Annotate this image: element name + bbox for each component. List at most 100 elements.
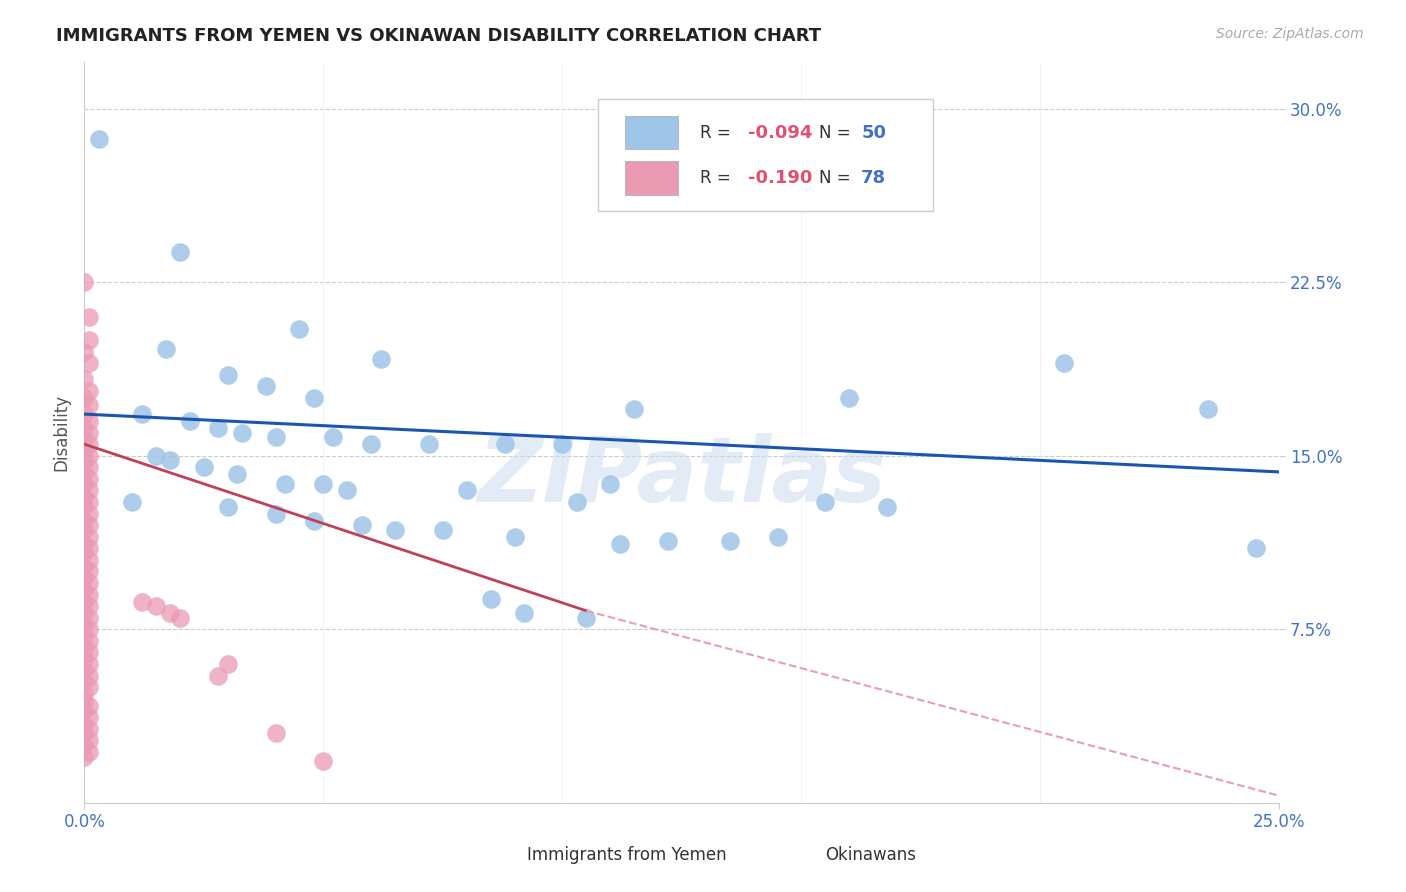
FancyBboxPatch shape bbox=[624, 116, 678, 150]
Point bbox=[73, 453, 96, 467]
Point bbox=[77, 576, 100, 591]
Y-axis label: Disability: Disability bbox=[52, 394, 70, 471]
Point bbox=[77, 565, 100, 579]
Point bbox=[73, 738, 96, 752]
Point bbox=[336, 483, 359, 498]
Point bbox=[207, 668, 229, 682]
Point bbox=[73, 372, 96, 386]
Point bbox=[77, 472, 100, 486]
Point bbox=[73, 523, 96, 537]
Point bbox=[73, 546, 96, 560]
Point bbox=[179, 414, 201, 428]
Point bbox=[77, 633, 100, 648]
Point bbox=[77, 645, 100, 659]
Point bbox=[87, 132, 110, 146]
FancyBboxPatch shape bbox=[491, 844, 520, 866]
Point bbox=[73, 559, 96, 574]
Point bbox=[73, 687, 96, 701]
Point bbox=[432, 523, 454, 537]
Point bbox=[77, 414, 100, 428]
FancyBboxPatch shape bbox=[790, 844, 820, 866]
Point bbox=[73, 344, 96, 359]
Point bbox=[77, 611, 100, 625]
Point bbox=[155, 343, 177, 357]
Point bbox=[657, 534, 679, 549]
Point bbox=[207, 421, 229, 435]
Point bbox=[77, 622, 100, 636]
Point bbox=[217, 500, 239, 514]
Point bbox=[1053, 356, 1076, 370]
Point bbox=[73, 491, 96, 505]
Point bbox=[159, 453, 181, 467]
Point bbox=[77, 745, 100, 759]
Point bbox=[302, 514, 325, 528]
Point bbox=[77, 310, 100, 324]
Point bbox=[73, 617, 96, 632]
Point bbox=[264, 507, 287, 521]
Point bbox=[77, 680, 100, 694]
Point bbox=[73, 275, 96, 289]
Point bbox=[77, 541, 100, 556]
Point bbox=[73, 726, 96, 740]
Point bbox=[131, 594, 153, 608]
FancyBboxPatch shape bbox=[624, 161, 678, 194]
Point bbox=[73, 476, 96, 491]
Point bbox=[814, 495, 837, 509]
Point bbox=[73, 664, 96, 678]
Point bbox=[456, 483, 478, 498]
Point bbox=[169, 611, 191, 625]
Point bbox=[226, 467, 249, 482]
Point bbox=[575, 611, 598, 625]
Point bbox=[193, 460, 215, 475]
Point bbox=[77, 710, 100, 724]
Point bbox=[551, 437, 574, 451]
Point bbox=[312, 476, 335, 491]
Point bbox=[73, 629, 96, 643]
Point bbox=[73, 537, 96, 551]
Point bbox=[77, 553, 100, 567]
Point bbox=[73, 749, 96, 764]
Point bbox=[766, 530, 789, 544]
Point bbox=[77, 437, 100, 451]
Point bbox=[231, 425, 253, 440]
Point bbox=[264, 430, 287, 444]
Point bbox=[73, 717, 96, 731]
Point bbox=[77, 483, 100, 498]
Point bbox=[77, 333, 100, 347]
Point bbox=[418, 437, 440, 451]
Point bbox=[479, 592, 502, 607]
Point bbox=[77, 588, 100, 602]
Point bbox=[623, 402, 645, 417]
Point bbox=[599, 476, 621, 491]
FancyBboxPatch shape bbox=[599, 99, 934, 211]
Text: -0.094: -0.094 bbox=[748, 124, 813, 142]
Point bbox=[513, 606, 536, 620]
Point bbox=[254, 379, 277, 393]
Point bbox=[876, 500, 898, 514]
Point bbox=[77, 449, 100, 463]
Point bbox=[77, 530, 100, 544]
Point bbox=[73, 444, 96, 458]
Point bbox=[312, 754, 335, 768]
Point bbox=[77, 657, 100, 671]
Text: Source: ZipAtlas.com: Source: ZipAtlas.com bbox=[1216, 27, 1364, 41]
Point bbox=[73, 594, 96, 608]
Point bbox=[145, 599, 167, 614]
Point bbox=[565, 495, 588, 509]
Point bbox=[73, 571, 96, 585]
Point bbox=[1197, 402, 1219, 417]
Point bbox=[145, 449, 167, 463]
Point bbox=[73, 500, 96, 514]
Point bbox=[322, 430, 344, 444]
Point bbox=[494, 437, 516, 451]
Point bbox=[217, 657, 239, 671]
Text: 78: 78 bbox=[860, 169, 886, 187]
Point bbox=[73, 652, 96, 666]
Point bbox=[73, 703, 96, 717]
Point bbox=[169, 245, 191, 260]
Point bbox=[73, 514, 96, 528]
Point bbox=[838, 391, 860, 405]
Point bbox=[77, 722, 100, 736]
Text: N =: N = bbox=[820, 124, 856, 142]
Point bbox=[718, 534, 741, 549]
